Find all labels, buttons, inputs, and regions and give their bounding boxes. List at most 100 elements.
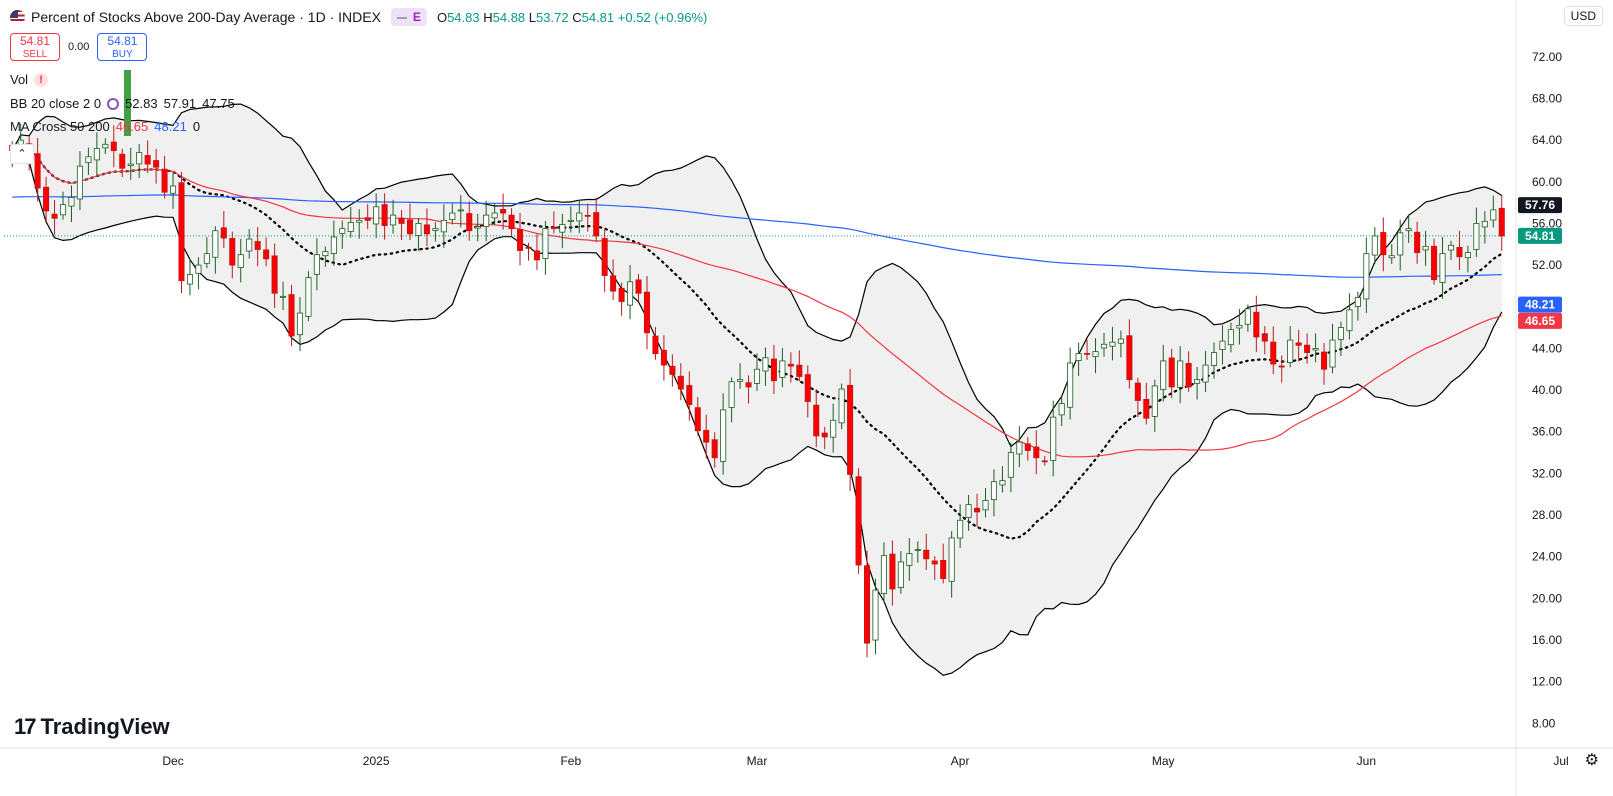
candle <box>559 213 566 249</box>
indicator-bb[interactable]: BB 20 close 2 0 52.83 57.91 47.75 <box>10 96 235 111</box>
candle-body <box>669 365 676 375</box>
candle-body <box>838 388 845 424</box>
candle-body <box>449 212 456 220</box>
currency-selector[interactable]: USD <box>1563 6 1603 26</box>
candle <box>449 203 456 225</box>
x-tick-label: Jun <box>1357 754 1376 768</box>
candle-body <box>1447 244 1455 251</box>
candle-body <box>1024 443 1031 451</box>
candle-body <box>212 230 219 258</box>
candle-body <box>1210 352 1218 366</box>
candle-body <box>432 228 439 231</box>
buy-button[interactable]: 54.81 BUY <box>97 33 148 61</box>
candle <box>1380 217 1387 272</box>
price-tag-bg <box>1518 227 1562 244</box>
candle-body <box>1067 362 1074 408</box>
candle <box>1431 238 1438 285</box>
candle-body <box>1041 460 1048 463</box>
candle <box>711 432 718 468</box>
ma50-line <box>11 144 1502 458</box>
candle <box>635 273 642 303</box>
candle-body <box>1261 333 1268 342</box>
candle-body <box>390 214 397 226</box>
candle-body <box>923 549 930 560</box>
candle <box>813 389 820 448</box>
candle-body <box>144 155 151 165</box>
indicator-vol[interactable]: Vol ! <box>10 72 49 87</box>
x-tick-label: Apr <box>951 754 970 768</box>
candle <box>1498 195 1505 251</box>
candle-body <box>1422 245 1429 251</box>
candle <box>830 403 837 453</box>
y-tick-label: 8.00 <box>1532 716 1556 730</box>
candle-body <box>1439 253 1446 283</box>
candle-body <box>1109 341 1116 347</box>
x-tick-label: Jul <box>1553 754 1568 768</box>
candle-body <box>373 206 380 225</box>
candle-body <box>770 358 777 382</box>
candle-body <box>1160 360 1167 390</box>
candle <box>999 466 1006 493</box>
candle-body <box>1202 364 1209 383</box>
candle-body <box>762 357 769 372</box>
refresh-icon[interactable] <box>107 97 120 110</box>
candle-body <box>1075 353 1082 361</box>
x-tick-label: Dec <box>162 754 183 768</box>
candle <box>296 296 304 352</box>
candle <box>1058 395 1065 426</box>
candle-body <box>1033 446 1040 459</box>
candle-body <box>1151 385 1158 417</box>
price-tag-bg <box>1518 312 1562 329</box>
candle <box>610 259 617 300</box>
candle-body <box>610 275 617 292</box>
candle-body <box>796 364 803 377</box>
candle <box>1464 245 1471 273</box>
candle-body <box>186 274 193 285</box>
candle-body <box>872 589 879 641</box>
warning-icon[interactable]: ! <box>34 72 49 87</box>
candle-body <box>457 209 464 212</box>
candle-body <box>398 217 405 224</box>
candle-body <box>1363 253 1370 300</box>
collapse-legend-button[interactable]: ⌃ <box>10 144 34 164</box>
price-tag-text: 46.65 <box>1525 314 1555 328</box>
candle-body <box>1244 308 1251 325</box>
candle-body <box>195 264 202 274</box>
candle-body <box>1270 341 1277 365</box>
candle <box>1388 244 1395 264</box>
candle <box>1100 332 1108 357</box>
candle <box>872 578 879 655</box>
earnings-badge[interactable]: E <box>390 8 427 26</box>
candle <box>847 369 854 492</box>
candle-body <box>330 236 337 254</box>
candle-body <box>1168 357 1175 388</box>
candle <box>1312 333 1319 363</box>
ohlc-readout: O54.83 H54.88 L53.72 C54.81 +0.52 (+0.96… <box>436 9 708 25</box>
candle-body <box>1337 327 1344 340</box>
candle-body <box>1498 207 1505 237</box>
candle-body <box>1304 344 1311 353</box>
y-tick-label: 24.00 <box>1532 550 1562 564</box>
candle-body <box>720 409 727 462</box>
symbol-title[interactable]: Percent of Stocks Above 200-Day Average … <box>31 9 381 25</box>
candle <box>119 148 126 178</box>
price-tag-text: 48.21 <box>1525 298 1555 312</box>
candle-body <box>1473 223 1480 250</box>
indicator-ma-cross[interactable]: MA Cross 50 200 46.65 48.21 0 <box>10 119 201 134</box>
sell-button[interactable]: 54.81 SELL <box>10 33 60 61</box>
candle-body <box>517 229 524 251</box>
candle-body <box>93 148 100 161</box>
tradingview-logo[interactable]: 17 TradingView <box>14 714 170 739</box>
candle-body <box>43 186 50 212</box>
candle <box>457 195 464 228</box>
candle <box>982 488 989 518</box>
candle <box>720 393 727 475</box>
candle-body <box>1143 398 1150 419</box>
candle <box>483 200 490 242</box>
candle <box>652 327 659 360</box>
y-tick-label: 12.00 <box>1532 675 1562 689</box>
candle <box>660 335 667 381</box>
gear-icon[interactable]: ⚙ <box>1584 752 1599 769</box>
candle-body <box>381 204 388 226</box>
